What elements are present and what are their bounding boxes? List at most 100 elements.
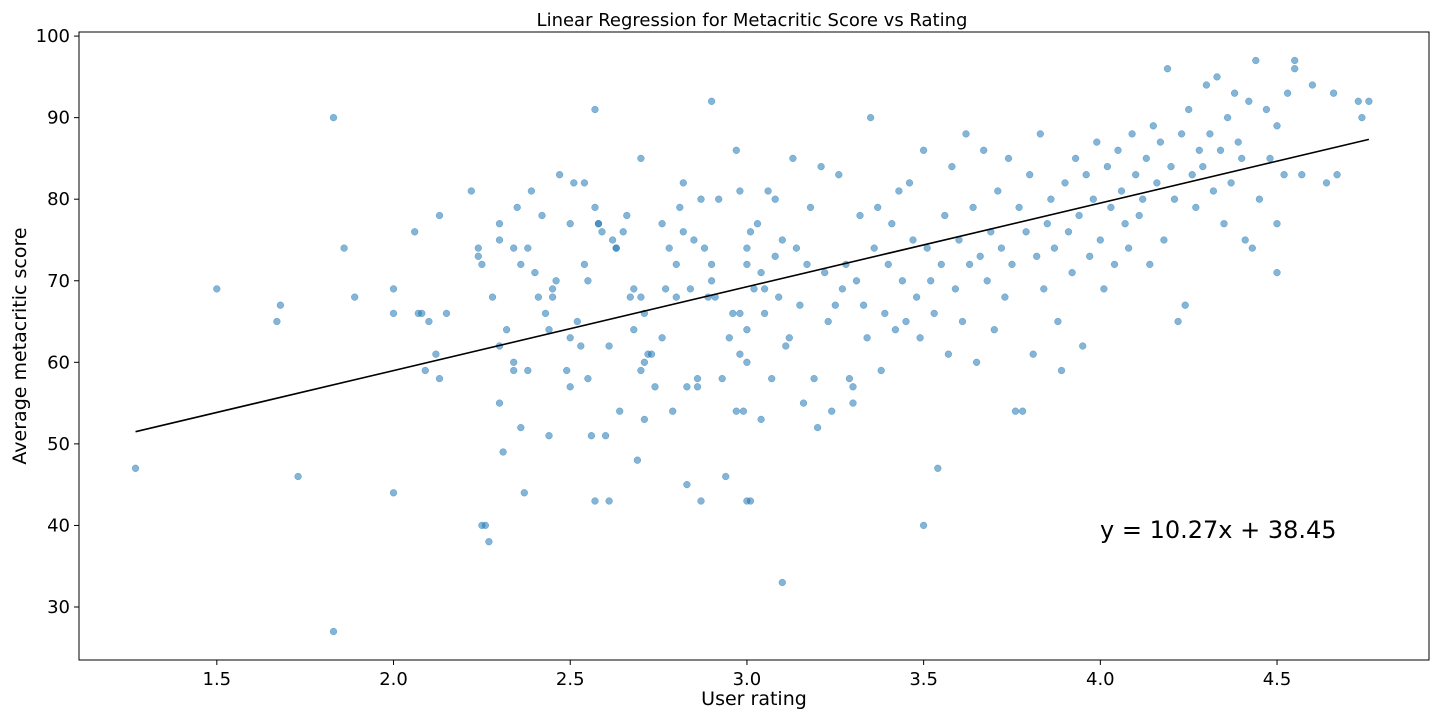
data-point bbox=[743, 326, 751, 334]
data-point bbox=[1354, 97, 1362, 105]
data-point bbox=[1308, 81, 1317, 89]
data-point bbox=[1365, 97, 1373, 105]
data-point bbox=[736, 350, 744, 358]
data-point bbox=[1064, 228, 1073, 236]
data-point bbox=[1117, 187, 1126, 195]
data-point bbox=[329, 113, 338, 122]
data-point bbox=[683, 480, 691, 489]
data-point bbox=[697, 497, 705, 505]
data-point bbox=[608, 236, 617, 244]
data-point bbox=[760, 309, 769, 318]
data-point bbox=[510, 366, 518, 375]
data-point bbox=[863, 334, 871, 342]
data-point bbox=[1040, 285, 1048, 293]
y-tick-label: 40 bbox=[47, 515, 70, 536]
data-point bbox=[1103, 162, 1112, 171]
data-point bbox=[566, 383, 574, 391]
data-point bbox=[707, 97, 716, 105]
data-point bbox=[856, 211, 864, 220]
data-point bbox=[962, 130, 970, 138]
data-point bbox=[1322, 179, 1331, 187]
data-point bbox=[768, 374, 776, 383]
data-point bbox=[637, 293, 645, 301]
data-point bbox=[732, 146, 740, 154]
x-tick-label: 3.5 bbox=[909, 669, 938, 690]
y-tick-label: 30 bbox=[47, 597, 70, 618]
data-point bbox=[294, 472, 302, 481]
data-point bbox=[541, 309, 550, 318]
data-point bbox=[845, 374, 854, 383]
data-point bbox=[902, 317, 910, 326]
data-point bbox=[524, 366, 532, 375]
data-point bbox=[1280, 171, 1288, 179]
data-point bbox=[661, 285, 670, 293]
data-point bbox=[789, 154, 797, 163]
data-point bbox=[849, 399, 857, 407]
x-tick-label: 3.0 bbox=[733, 669, 762, 690]
data-point bbox=[888, 220, 896, 228]
data-point bbox=[849, 383, 857, 391]
data-point bbox=[934, 464, 942, 472]
data-point bbox=[997, 244, 1006, 252]
data-point bbox=[743, 244, 751, 252]
y-tick-label: 80 bbox=[47, 189, 70, 210]
data-point bbox=[1156, 138, 1165, 146]
data-point bbox=[580, 260, 589, 269]
data-point bbox=[923, 244, 931, 252]
data-point bbox=[757, 415, 765, 424]
data-point bbox=[1001, 293, 1009, 301]
chart-title: Linear Regression for Metacritic Score v… bbox=[537, 10, 968, 31]
data-point bbox=[1216, 146, 1225, 154]
data-point bbox=[640, 415, 649, 424]
data-point bbox=[1220, 220, 1228, 228]
data-point bbox=[941, 211, 949, 220]
data-point bbox=[527, 187, 536, 195]
data-point bbox=[502, 326, 511, 334]
data-point bbox=[972, 358, 981, 366]
data-point bbox=[1273, 122, 1281, 130]
data-point bbox=[276, 301, 285, 309]
data-point bbox=[715, 195, 723, 203]
data-point bbox=[722, 472, 730, 481]
data-point bbox=[817, 162, 825, 171]
data-point bbox=[1086, 252, 1094, 260]
data-point bbox=[573, 317, 581, 326]
data-point bbox=[1107, 203, 1115, 212]
data-point bbox=[838, 285, 847, 293]
data-point bbox=[1209, 187, 1218, 195]
data-point bbox=[1163, 65, 1172, 73]
data-point bbox=[1238, 154, 1246, 163]
data-point bbox=[831, 301, 839, 309]
data-point bbox=[1071, 154, 1080, 163]
data-point bbox=[1110, 260, 1119, 269]
data-point bbox=[563, 366, 571, 375]
data-point bbox=[1079, 342, 1087, 350]
data-point bbox=[665, 244, 673, 252]
data-point bbox=[912, 293, 921, 301]
data-point bbox=[1192, 203, 1200, 212]
data-point bbox=[637, 154, 645, 163]
data-point bbox=[881, 309, 889, 318]
data-point bbox=[676, 203, 684, 212]
data-point bbox=[418, 309, 426, 318]
data-point bbox=[570, 179, 578, 187]
data-point bbox=[1358, 113, 1366, 122]
data-point bbox=[467, 187, 475, 195]
data-point bbox=[340, 244, 348, 252]
data-point bbox=[591, 203, 599, 212]
x-tick-label: 2.0 bbox=[379, 669, 408, 690]
data-point bbox=[591, 105, 599, 114]
data-point bbox=[478, 260, 486, 269]
data-point bbox=[1139, 195, 1147, 203]
data-point bbox=[351, 293, 359, 301]
data-point bbox=[517, 423, 525, 432]
data-point bbox=[637, 366, 645, 375]
data-point bbox=[1075, 211, 1083, 220]
data-point bbox=[520, 489, 528, 497]
data-point bbox=[1008, 260, 1016, 269]
data-point bbox=[566, 334, 574, 342]
data-point bbox=[870, 244, 878, 252]
data-point bbox=[131, 464, 140, 472]
data-point bbox=[1132, 171, 1140, 179]
data-point bbox=[1036, 130, 1044, 138]
